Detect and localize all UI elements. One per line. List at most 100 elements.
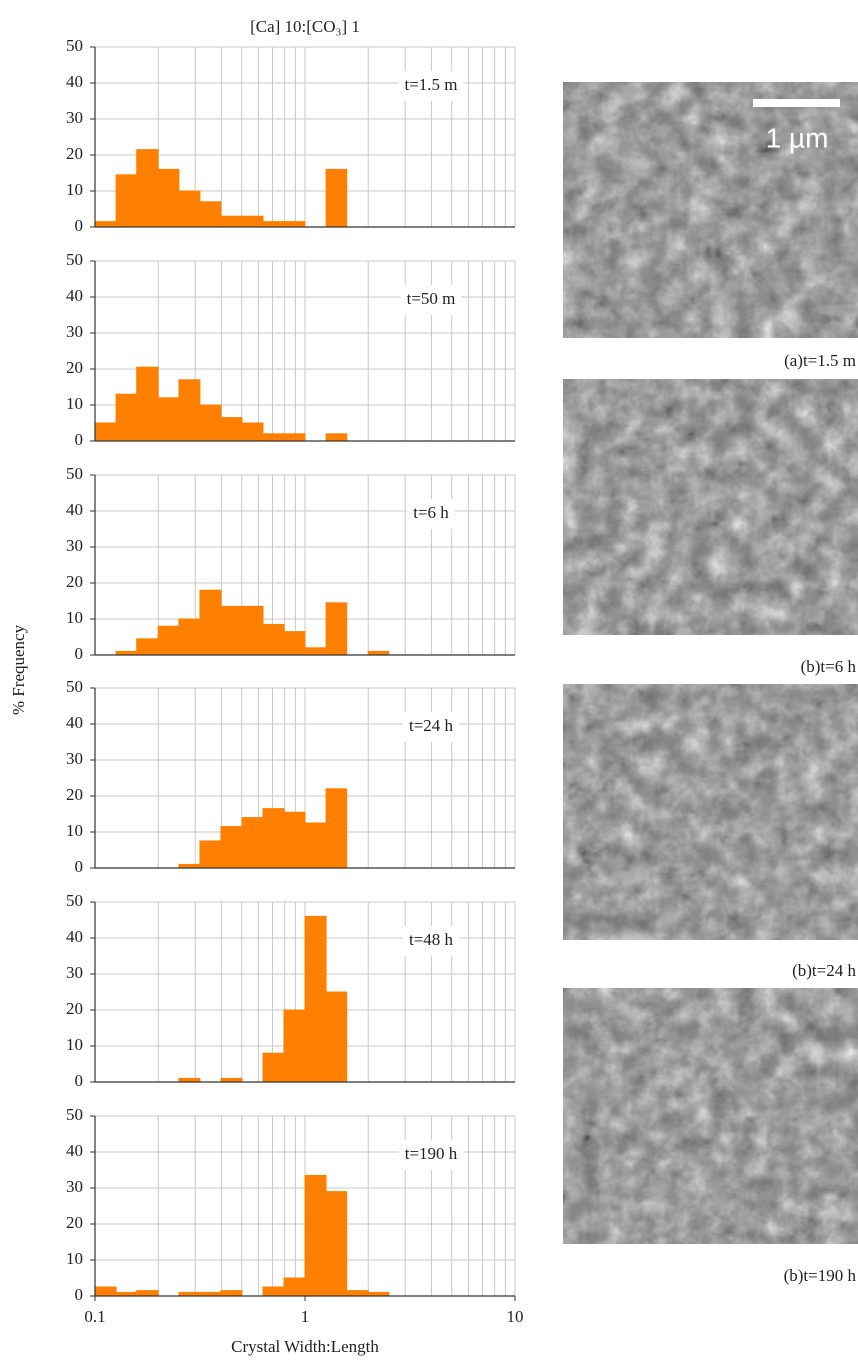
y-tick-label: 40 bbox=[66, 286, 83, 305]
y-tick-label: 50 bbox=[66, 677, 83, 696]
annotation-box bbox=[407, 499, 455, 529]
histogram-bar bbox=[157, 625, 180, 656]
histogram-bar bbox=[325, 1191, 348, 1297]
annotation-box bbox=[400, 285, 462, 315]
y-tick-label: 40 bbox=[66, 1141, 83, 1160]
annotation: t=1.5 m bbox=[404, 75, 457, 94]
histogram-bar bbox=[262, 1052, 285, 1083]
histogram-bar bbox=[178, 379, 201, 442]
y-tick-label: 30 bbox=[66, 536, 83, 555]
y-tick-label: 40 bbox=[66, 500, 83, 519]
histogram-bar bbox=[325, 602, 348, 656]
histogram-bar bbox=[136, 366, 159, 442]
histogram-bar bbox=[283, 1277, 306, 1297]
y-axis-label: % Frequency bbox=[9, 624, 28, 715]
histogram-bar bbox=[94, 221, 117, 228]
y-tick-label: 40 bbox=[66, 927, 83, 946]
histogram-bar bbox=[241, 817, 264, 869]
histogram-bar bbox=[304, 822, 327, 869]
y-tick-label: 20 bbox=[66, 1213, 83, 1232]
histogram-bar bbox=[262, 808, 285, 869]
histogram-bar bbox=[220, 605, 243, 656]
histogram-bar bbox=[199, 201, 222, 228]
annotation: t=50 m bbox=[407, 289, 456, 308]
annotation-box bbox=[402, 926, 460, 956]
sem-image bbox=[563, 988, 858, 1244]
y-tick-label: 0 bbox=[75, 644, 84, 663]
y-tick-label: 50 bbox=[66, 891, 83, 910]
y-tick-label: 50 bbox=[66, 1105, 83, 1124]
annotation: t=24 h bbox=[409, 716, 454, 735]
histogram-bar bbox=[262, 1286, 285, 1297]
y-tick-label: 40 bbox=[66, 72, 83, 91]
y-tick-label: 30 bbox=[66, 108, 83, 127]
histogram-bar bbox=[136, 149, 159, 228]
image-caption: (a)t=1.5 m bbox=[784, 351, 856, 370]
histogram-bar bbox=[241, 605, 264, 656]
y-tick-label: 30 bbox=[66, 749, 83, 768]
sem-image bbox=[563, 82, 858, 338]
x-tick-label: 10 bbox=[507, 1307, 524, 1326]
y-tick-label: 20 bbox=[66, 785, 83, 804]
annotation-box bbox=[402, 712, 460, 742]
annotation-box bbox=[398, 71, 464, 101]
y-tick-label: 0 bbox=[75, 1071, 84, 1090]
y-tick-label: 10 bbox=[66, 180, 83, 199]
histogram-bar bbox=[199, 404, 222, 442]
histogram-bar bbox=[262, 433, 285, 442]
scale-bar-label: 1 µm bbox=[766, 122, 829, 153]
histogram-bar bbox=[94, 1286, 117, 1297]
histogram-bar bbox=[220, 1290, 243, 1297]
sem-image bbox=[563, 379, 858, 635]
y-tick-label: 10 bbox=[66, 821, 83, 840]
histogram-bar bbox=[115, 393, 138, 442]
histogram-bar bbox=[220, 417, 243, 442]
x-tick-label: 0.1 bbox=[84, 1307, 105, 1326]
sem-image bbox=[563, 684, 858, 940]
histogram-bar bbox=[262, 623, 285, 656]
y-tick-label: 0 bbox=[75, 216, 84, 235]
histogram-bar bbox=[325, 433, 348, 442]
x-tick-label: 1 bbox=[301, 1307, 310, 1326]
y-tick-label: 10 bbox=[66, 394, 83, 413]
histogram-bar bbox=[115, 174, 138, 228]
y-tick-label: 10 bbox=[66, 1035, 83, 1054]
x-axis-label: Crystal Width:Length bbox=[231, 1337, 379, 1356]
y-tick-label: 20 bbox=[66, 999, 83, 1018]
histogram-bar bbox=[220, 826, 243, 869]
y-tick-label: 0 bbox=[75, 857, 84, 876]
histogram-bar bbox=[199, 589, 222, 656]
y-tick-label: 30 bbox=[66, 963, 83, 982]
histogram-bar bbox=[157, 397, 180, 442]
y-tick-label: 40 bbox=[66, 713, 83, 732]
histogram-bar bbox=[283, 1009, 306, 1083]
y-tick-label: 0 bbox=[75, 430, 84, 449]
histogram-bar bbox=[241, 215, 264, 228]
figure-title: [Ca] 10:[CO₃] 1 bbox=[250, 17, 360, 36]
y-tick-label: 0 bbox=[75, 1285, 84, 1304]
histogram-bar bbox=[241, 422, 264, 442]
annotation-box bbox=[398, 1140, 464, 1170]
histogram-bar bbox=[283, 631, 306, 656]
y-tick-label: 50 bbox=[66, 36, 83, 55]
histogram-bar bbox=[157, 168, 180, 228]
histogram-bar bbox=[346, 1290, 369, 1297]
image-caption: (b)t=6 h bbox=[801, 657, 857, 676]
histogram-bar bbox=[283, 221, 306, 228]
histogram-bar bbox=[283, 811, 306, 869]
scale-bar bbox=[753, 99, 840, 107]
y-tick-label: 50 bbox=[66, 250, 83, 269]
image-caption: (b)t=190 h bbox=[784, 1266, 857, 1285]
y-tick-label: 30 bbox=[66, 322, 83, 341]
histogram-bar bbox=[178, 190, 201, 228]
image-caption: (b)t=24 h bbox=[792, 961, 856, 980]
histogram-bar bbox=[220, 215, 243, 228]
y-tick-label: 20 bbox=[66, 572, 83, 591]
histogram-bar bbox=[262, 221, 285, 228]
histogram-bar bbox=[94, 422, 117, 442]
histogram-bar bbox=[136, 1290, 159, 1297]
y-tick-label: 10 bbox=[66, 608, 83, 627]
y-tick-label: 20 bbox=[66, 358, 83, 377]
annotation: t=48 h bbox=[409, 930, 454, 949]
